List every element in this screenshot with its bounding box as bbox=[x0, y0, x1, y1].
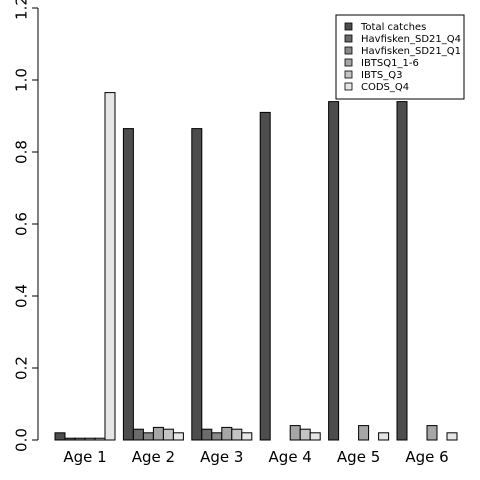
legend-swatch bbox=[344, 22, 353, 31]
legend-swatch bbox=[344, 70, 353, 79]
legend-label: Total catches bbox=[360, 22, 426, 33]
legend: Total catchesHavfisken_SD21_Q4Havfisken_… bbox=[335, 14, 465, 100]
bars bbox=[54, 92, 458, 441]
bar bbox=[426, 425, 438, 441]
legend-box bbox=[335, 14, 465, 100]
legend-swatch bbox=[344, 46, 353, 55]
bar-group bbox=[396, 101, 458, 441]
x-tick-label: Age 1 bbox=[63, 448, 106, 466]
y-tick-label: 0.0 bbox=[13, 428, 31, 452]
bar bbox=[94, 437, 106, 441]
bar bbox=[152, 426, 164, 441]
bar bbox=[64, 437, 76, 441]
bar-group bbox=[54, 92, 116, 441]
y-tick-label: 0.4 bbox=[13, 284, 31, 308]
legend-label: IBTSQ1_1-6 bbox=[361, 58, 419, 69]
bar bbox=[191, 128, 203, 441]
bar bbox=[211, 432, 223, 441]
bar bbox=[221, 426, 233, 441]
bar bbox=[142, 432, 154, 441]
bar bbox=[74, 437, 86, 441]
bar-group bbox=[259, 111, 321, 441]
bar bbox=[84, 437, 96, 441]
x-tick-label: Age 6 bbox=[405, 448, 448, 466]
bar bbox=[259, 111, 271, 441]
bar bbox=[378, 432, 390, 441]
bar-group bbox=[328, 101, 390, 441]
bar bbox=[162, 428, 174, 441]
x-tick-label: Age 4 bbox=[269, 448, 312, 466]
bar bbox=[446, 432, 458, 441]
bar bbox=[104, 92, 116, 441]
y-tick-label: 0.8 bbox=[13, 140, 31, 164]
y-tick-label: 1.0 bbox=[13, 68, 31, 92]
legend-label: Havfisken_SD21_Q4 bbox=[361, 34, 461, 45]
y-tick-label: 0.2 bbox=[13, 356, 31, 380]
y-tick-label: 1.2 bbox=[13, 0, 31, 20]
y-axis: 0.0 0.2 0.4 0.6 0.8 1.0 1.2 bbox=[13, 0, 39, 452]
bar bbox=[231, 428, 243, 441]
bar-group bbox=[191, 128, 253, 441]
bar bbox=[299, 428, 311, 441]
y-tick-label: 0.6 bbox=[13, 212, 31, 236]
legend-swatch bbox=[344, 82, 353, 91]
legend-label: Havfisken_SD21_Q1 bbox=[361, 46, 461, 57]
x-tick-labels: Age 1 Age 2 Age 3 Age 4 Age 5 Age 6 bbox=[63, 448, 448, 466]
bar bbox=[122, 128, 134, 441]
legend-label: CODS_Q4 bbox=[361, 82, 409, 93]
bar bbox=[309, 432, 321, 441]
bar bbox=[54, 432, 66, 441]
bar-group bbox=[122, 128, 184, 441]
bar bbox=[132, 428, 144, 441]
bar bbox=[328, 101, 340, 441]
x-tick-label: Age 2 bbox=[132, 448, 175, 466]
x-tick-label: Age 3 bbox=[200, 448, 243, 466]
bar bbox=[241, 432, 253, 441]
legend-swatch bbox=[344, 34, 353, 43]
bar bbox=[396, 101, 408, 441]
legend-swatch bbox=[344, 58, 353, 67]
bar bbox=[289, 425, 301, 441]
bar bbox=[172, 432, 184, 441]
x-tick-label: Age 5 bbox=[337, 448, 380, 466]
legend-label: IBTS_Q3 bbox=[361, 70, 403, 81]
bar bbox=[201, 428, 213, 441]
bar bbox=[358, 425, 370, 441]
